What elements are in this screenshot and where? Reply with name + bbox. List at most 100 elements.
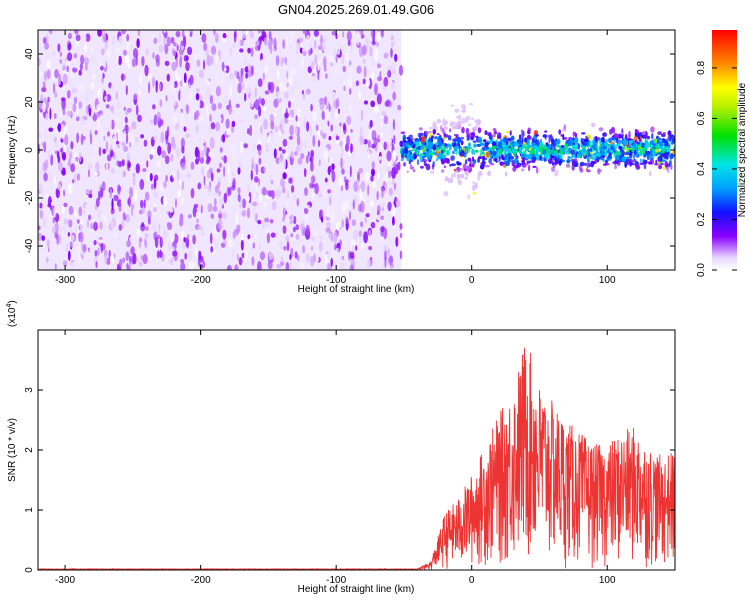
noise-cell [165,135,169,145]
noise-cell [339,262,345,270]
noise-cell [329,171,332,183]
signal-cell [667,130,672,136]
signal-cell [593,152,596,156]
noise-cell [292,226,296,233]
snr-multiplier-label: (x104) [6,300,18,327]
signal-cell [602,163,608,166]
noise-cell [127,198,130,205]
noise-cell [367,203,373,211]
signal-cell [591,161,596,165]
noise-cell [94,249,98,257]
signal-cell [477,156,483,160]
noise-cell [95,69,99,74]
noise-cell [359,30,363,37]
noise-cell [341,168,345,175]
noise-cell [100,187,104,198]
signal-cell [426,144,430,149]
noise-cell [267,260,273,270]
noise-cell [73,96,78,105]
noise-cell [267,190,273,197]
noise-cell [330,257,333,267]
noise-cell [313,39,317,50]
noise-cell [210,213,215,219]
signal-cell [450,173,455,178]
noise-cell [238,75,244,84]
noise-cell [331,210,335,223]
noise-cell [189,89,193,98]
noise-cell [234,264,239,270]
noise-cell [146,172,149,182]
signal-cell [635,129,639,134]
noise-cell [95,161,100,174]
noise-cell [201,135,207,144]
noise-cell [264,65,269,74]
signal-cell [425,163,431,171]
signal-cell [643,159,648,165]
noise-cell [105,140,109,152]
noise-cell [125,133,129,145]
noise-cell [356,65,362,74]
noise-cell [189,31,193,38]
noise-cell [391,149,397,162]
signal-cell [418,127,423,131]
signal-cell [521,138,524,145]
signal-cell [420,143,425,150]
noise-cell [211,237,217,245]
signal-cell [628,140,633,145]
noise-cell [73,58,78,69]
noise-cell [111,198,114,211]
noise-cell [121,142,126,147]
noise-cell [390,128,395,137]
signal-cell [441,148,446,151]
noise-cell [377,156,383,161]
noise-cell [180,162,186,170]
noise-cell [388,187,393,196]
signal-cell [656,161,661,165]
noise-cell [305,253,310,263]
noise-cell [89,189,92,195]
signal-cell [586,148,590,155]
noise-cell [90,222,93,231]
noise-cell [180,262,186,270]
signal-cell [628,144,631,148]
noise-cell [126,107,132,113]
noise-cell [389,255,393,264]
noise-cell [72,179,75,184]
noise-cell [218,213,223,219]
noise-cell [176,44,179,52]
noise-cell [47,149,51,160]
noise-cell [293,126,298,137]
noise-cell [233,31,237,43]
noise-cell [210,246,214,253]
noise-cell [79,176,83,182]
snr-ticks: -300 -200 -100 0 100 0 1 2 3 [24,330,675,586]
noise-cell [123,106,127,111]
noise-cell [132,175,136,187]
noise-cell [288,34,293,45]
noise-cell [107,131,110,137]
noise-cell [349,103,352,114]
noise-cell [240,67,244,77]
noise-cell [252,143,256,150]
noise-cell [158,31,161,43]
noise-cell [95,261,98,269]
noise-cell [386,150,392,162]
noise-cell [143,199,146,209]
signal-cell [441,169,445,173]
x-tick-label: 0 [469,275,475,286]
noise-cell [79,117,85,126]
noise-cell [74,158,77,168]
noise-cell [306,121,310,132]
signal-cell [455,150,458,155]
noise-cell [91,155,94,161]
noise-cell [215,55,220,63]
signal-cell [662,132,666,135]
snr-series [38,348,675,570]
noise-cell [360,221,363,228]
noise-cell [264,90,270,95]
noise-cell [53,176,57,186]
signal-cell [521,158,526,165]
signal-cell [504,171,508,177]
noise-cell [115,77,121,90]
noise-cell [335,97,340,110]
